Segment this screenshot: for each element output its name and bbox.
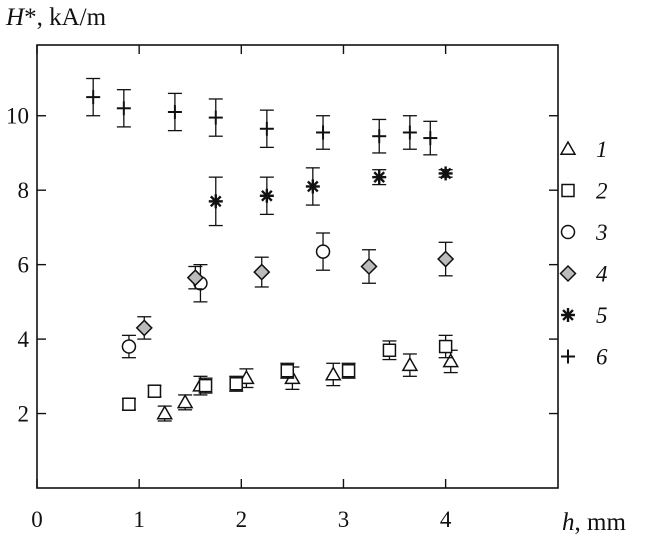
data-point (135, 319, 153, 337)
axes: H*, kA/m h, mm 0 1 2 3 4 2 4 6 8 10 (5, 4, 626, 534)
data-point (253, 263, 271, 281)
legend-item-5: 5 (561, 303, 608, 328)
data-point (259, 121, 274, 136)
data-point (305, 179, 320, 194)
legend-label: 3 (595, 220, 608, 245)
y-tick-label: 6 (18, 253, 30, 278)
legend-item-3: 3 (560, 220, 608, 245)
data-point (438, 339, 453, 354)
data-point (315, 244, 331, 259)
y-tick-label: 8 (18, 178, 30, 203)
legend-item-6: 6 (561, 345, 608, 370)
legend-marker (561, 308, 575, 322)
legend-marker (561, 183, 575, 198)
series-3 (121, 232, 331, 359)
data-point (423, 131, 438, 146)
legend-marker (561, 349, 575, 364)
data-point (372, 129, 387, 144)
data-points (86, 77, 460, 422)
data-point (116, 101, 131, 116)
y-tick-label: 4 (18, 327, 30, 352)
x-tick-label: 0 (31, 507, 43, 532)
y-tick-label: 10 (6, 104, 29, 129)
data-point (324, 365, 342, 381)
plot-frame (36, 44, 559, 489)
legend-marker (559, 264, 577, 283)
legend-marker (559, 140, 577, 155)
data-point (401, 356, 419, 372)
series-6 (86, 77, 438, 156)
data-point (442, 352, 460, 368)
legend-label: 5 (596, 303, 608, 328)
series-4 (135, 241, 455, 340)
data-point (208, 194, 223, 209)
x-tick-label: 1 (133, 507, 145, 532)
data-point (316, 125, 331, 140)
x-axis-title: h, mm (562, 509, 626, 534)
data-point (121, 339, 137, 354)
data-point (402, 125, 417, 140)
data-point (122, 397, 136, 411)
data-point (372, 170, 387, 185)
data-point (147, 384, 162, 398)
data-point (167, 105, 182, 120)
data-point (198, 378, 213, 393)
series-5 (208, 166, 453, 227)
data-point (176, 393, 194, 409)
x-tick-label: 3 (338, 507, 350, 532)
legend-item-4: 4 (559, 262, 608, 287)
data-point (280, 363, 295, 378)
x-tick-label: 4 (440, 507, 452, 532)
data-point (156, 405, 173, 420)
data-point (382, 343, 397, 358)
data-point (186, 269, 204, 287)
legend-label: 6 (596, 345, 608, 370)
legend: 1 2 3 4 5 6 (559, 137, 608, 370)
data-point (360, 257, 378, 276)
legend-label: 4 (596, 262, 608, 287)
data-point (438, 166, 453, 181)
legend-item-1: 1 (559, 137, 608, 162)
data-point (86, 90, 101, 105)
data-point (259, 188, 274, 203)
data-point (208, 110, 223, 125)
legend-label: 2 (596, 179, 608, 204)
x-tick-label: 2 (236, 507, 248, 532)
y-tick-label: 2 (18, 402, 30, 427)
series-2 (121, 334, 453, 411)
data-point (229, 377, 243, 391)
legend-marker (560, 224, 576, 240)
legend-label: 1 (596, 137, 608, 162)
series-1 (156, 349, 460, 422)
y-axis-title: H*, kA/m (5, 4, 107, 31)
data-point (341, 363, 356, 378)
legend-item-2: 2 (561, 179, 608, 204)
data-point (437, 250, 455, 268)
